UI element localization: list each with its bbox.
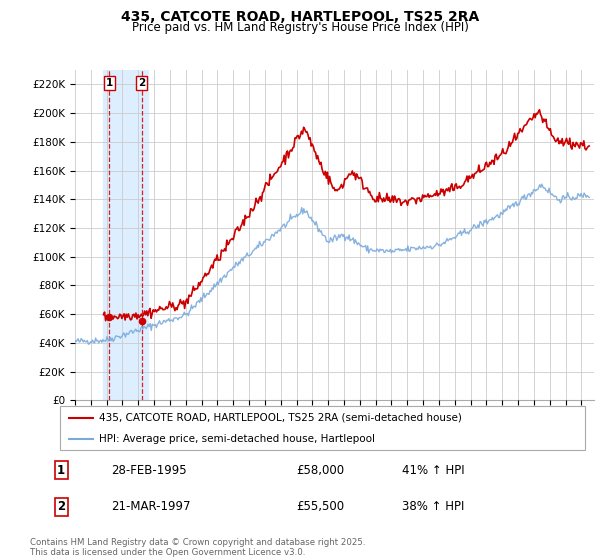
Text: Contains HM Land Registry data © Crown copyright and database right 2025.
This d: Contains HM Land Registry data © Crown c… <box>30 538 365 557</box>
Text: HPI: Average price, semi-detached house, Hartlepool: HPI: Average price, semi-detached house,… <box>100 434 376 444</box>
Text: 435, CATCOTE ROAD, HARTLEPOOL, TS25 2RA (semi-detached house): 435, CATCOTE ROAD, HARTLEPOOL, TS25 2RA … <box>100 413 462 423</box>
Text: 41% ↑ HPI: 41% ↑ HPI <box>402 464 464 477</box>
FancyBboxPatch shape <box>60 406 585 450</box>
Text: Price paid vs. HM Land Registry's House Price Index (HPI): Price paid vs. HM Land Registry's House … <box>131 21 469 34</box>
Text: 38% ↑ HPI: 38% ↑ HPI <box>402 500 464 514</box>
Text: 435, CATCOTE ROAD, HARTLEPOOL, TS25 2RA: 435, CATCOTE ROAD, HARTLEPOOL, TS25 2RA <box>121 10 479 24</box>
Bar <box>103 70 148 400</box>
Text: 2: 2 <box>57 500 65 514</box>
Text: 1: 1 <box>57 464 65 477</box>
Text: 21-MAR-1997: 21-MAR-1997 <box>112 500 191 514</box>
Text: 1: 1 <box>106 78 113 88</box>
Text: £58,000: £58,000 <box>296 464 344 477</box>
Text: 2: 2 <box>138 78 145 88</box>
Text: 28-FEB-1995: 28-FEB-1995 <box>112 464 187 477</box>
Text: £55,500: £55,500 <box>296 500 344 514</box>
Bar <box>103 70 148 400</box>
